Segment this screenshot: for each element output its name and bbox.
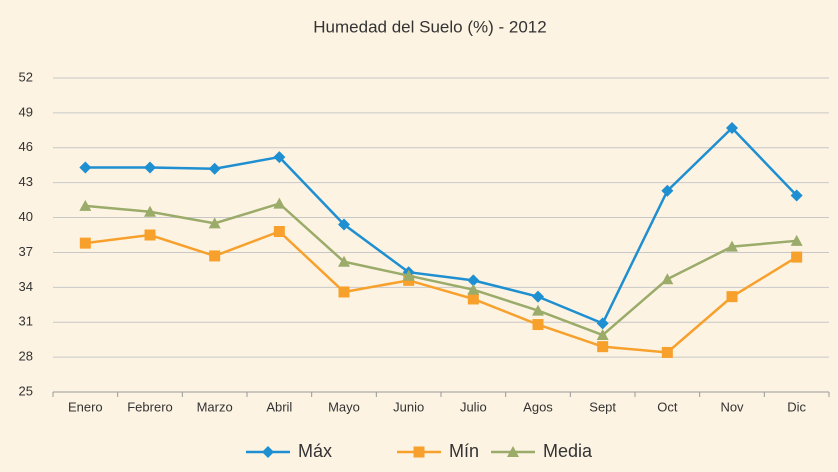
point: [467, 274, 480, 287]
x-tick-label: Junio: [393, 399, 424, 414]
point: [726, 291, 738, 303]
y-tick-label: 52: [19, 69, 33, 84]
point: [790, 234, 803, 246]
point: [532, 319, 544, 331]
legend-label: Media: [543, 441, 593, 461]
x-tick-label: Abril: [266, 399, 292, 414]
y-tick-label: 46: [19, 139, 33, 154]
point: [661, 184, 674, 197]
point: [338, 255, 350, 267]
x-tick-label: Sept: [589, 399, 616, 414]
point: [208, 217, 221, 229]
point: [467, 283, 480, 295]
x-tick-label: Julio: [460, 399, 487, 414]
point: [208, 162, 221, 175]
x-tick-label: Dic: [787, 399, 806, 414]
y-tick-label: 49: [19, 104, 33, 119]
point: [338, 286, 350, 298]
x-tick-label: Agos: [523, 399, 553, 414]
point: [532, 304, 544, 316]
point: [596, 329, 609, 341]
y-tick-label: 31: [19, 314, 33, 329]
legend-label: Máx: [298, 441, 332, 461]
x-tick-label: Oct: [657, 399, 678, 414]
point: [661, 273, 674, 285]
y-tick-label: 25: [19, 383, 33, 398]
x-tick-label: Enero: [68, 399, 103, 414]
point: [413, 446, 425, 458]
point: [726, 122, 738, 135]
point: [144, 205, 156, 217]
y-tick-label: 28: [19, 349, 33, 364]
point: [79, 237, 91, 249]
point: [532, 290, 544, 303]
point: [273, 197, 286, 209]
point: [273, 226, 285, 238]
series-line: [85, 202, 797, 337]
point: [790, 189, 803, 202]
point: [507, 446, 519, 457]
y-tick-label: 37: [19, 244, 33, 259]
point: [338, 218, 350, 231]
point: [467, 293, 479, 305]
x-tick-label: Mayo: [328, 399, 360, 414]
series-line: [85, 126, 798, 325]
point: [726, 240, 738, 252]
series-line: [85, 230, 798, 354]
x-tick-label: Marzo: [197, 399, 233, 414]
y-tick-label: 34: [19, 279, 33, 294]
point: [79, 199, 92, 211]
legend-label: Mín: [449, 441, 479, 461]
point: [596, 317, 609, 330]
point: [402, 269, 415, 281]
chart-title: Humedad del Suelo (%) - 2012: [313, 17, 546, 36]
point: [791, 251, 803, 263]
x-tick-label: Nov: [720, 399, 744, 414]
point: [262, 446, 274, 458]
point: [597, 341, 609, 353]
x-tick-label: Febrero: [127, 399, 173, 414]
point: [273, 151, 286, 164]
point: [79, 161, 92, 174]
y-tick-label: 43: [19, 174, 33, 189]
point: [144, 229, 156, 241]
point: [209, 250, 221, 262]
point: [144, 161, 156, 174]
point: [661, 346, 673, 358]
y-tick-label: 40: [19, 209, 33, 224]
